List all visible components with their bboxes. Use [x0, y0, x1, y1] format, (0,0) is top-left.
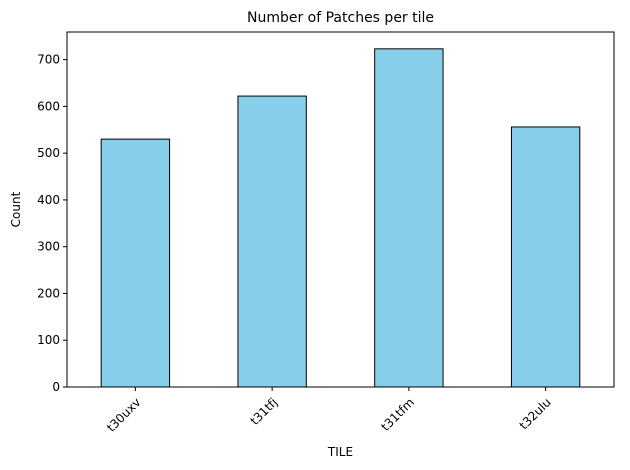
x-tick-label: t32ulu [517, 395, 554, 432]
bar [100, 138, 171, 388]
y-tick-label: 200 [37, 286, 60, 300]
bar [510, 126, 581, 388]
x-axis: t30uxv t31tfj t31tfm t32ulu [104, 387, 554, 435]
chart-title: Number of Patches per tile [247, 10, 434, 26]
x-tick-label: t31tfj [248, 395, 281, 428]
y-tick-label: 700 [37, 53, 60, 67]
y-tick-label: 300 [37, 240, 60, 254]
y-tick-label: 0 [52, 380, 60, 394]
bar [237, 95, 307, 388]
y-axis: 0 100 200 300 400 500 600 700 [37, 53, 67, 394]
y-tick-label: 500 [37, 146, 60, 160]
y-axis-label: Count [9, 191, 23, 227]
x-tick-label: t31tfm [378, 395, 417, 434]
bar-series [100, 48, 581, 388]
y-tick-label: 600 [37, 99, 60, 113]
x-axis-label: TILE [327, 445, 353, 459]
y-tick-label: 100 [37, 333, 60, 347]
bar [374, 48, 444, 388]
plot-frame [66, 31, 615, 388]
x-tick-label: t30uxv [104, 395, 143, 434]
y-tick-label: 400 [37, 193, 60, 207]
